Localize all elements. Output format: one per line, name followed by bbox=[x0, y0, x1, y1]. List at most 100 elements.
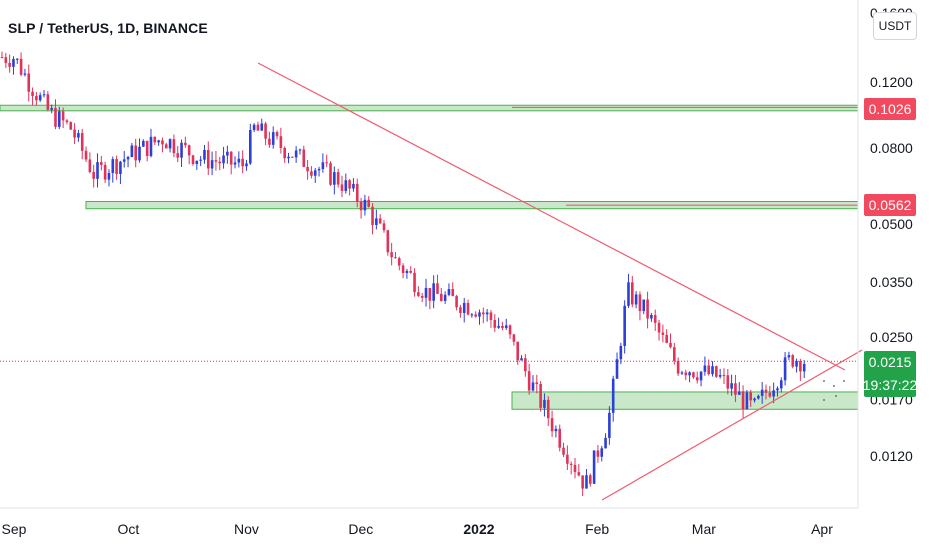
bearish-candle[interactable] bbox=[256, 124, 260, 131]
bullish-candle[interactable] bbox=[122, 159, 126, 162]
bullish-candle[interactable] bbox=[680, 372, 684, 374]
bearish-candle[interactable] bbox=[401, 265, 405, 274]
bullish-candle[interactable] bbox=[604, 437, 607, 449]
bearish-candle[interactable] bbox=[84, 150, 88, 160]
bullish-candle[interactable] bbox=[237, 158, 241, 163]
bearish-candle[interactable] bbox=[673, 347, 676, 361]
bullish-candle[interactable] bbox=[23, 73, 27, 75]
bullish-candle[interactable] bbox=[352, 183, 355, 189]
bullish-candle[interactable] bbox=[157, 140, 160, 143]
bearish-candle[interactable] bbox=[676, 360, 680, 374]
bearish-candle[interactable] bbox=[657, 322, 661, 333]
bullish-candle[interactable] bbox=[485, 312, 489, 315]
bearish-candle[interactable] bbox=[420, 295, 424, 298]
bullish-candle[interactable] bbox=[745, 392, 749, 410]
bearish-candle[interactable] bbox=[631, 282, 634, 305]
bullish-candle[interactable] bbox=[554, 428, 558, 432]
bullish-candle[interactable] bbox=[757, 395, 760, 399]
bearish-candle[interactable] bbox=[524, 358, 527, 372]
bullish-candle[interactable] bbox=[317, 168, 321, 171]
bearish-candle[interactable] bbox=[397, 258, 401, 266]
bearish-candle[interactable] bbox=[749, 392, 753, 401]
bearish-candle[interactable] bbox=[417, 292, 420, 296]
bearish-candle[interactable] bbox=[214, 160, 218, 162]
bearish-candle[interactable] bbox=[646, 299, 649, 319]
bearish-candle[interactable] bbox=[191, 155, 195, 164]
bearish-candle[interactable] bbox=[35, 96, 38, 101]
bearish-candle[interactable] bbox=[80, 133, 84, 151]
bullish-candle[interactable] bbox=[222, 155, 225, 164]
bullish-candle[interactable] bbox=[737, 391, 741, 395]
bullish-candle[interactable] bbox=[619, 345, 623, 360]
bullish-candle[interactable] bbox=[168, 139, 172, 149]
bearish-candle[interactable] bbox=[283, 147, 286, 159]
bearish-candle[interactable] bbox=[27, 73, 31, 92]
bullish-candle[interactable] bbox=[287, 156, 290, 159]
bullish-candle[interactable] bbox=[50, 108, 53, 110]
bearish-candle[interactable] bbox=[336, 172, 340, 185]
bearish-candle[interactable] bbox=[378, 218, 382, 224]
bearish-candle[interactable] bbox=[241, 158, 244, 167]
bearish-candle[interactable] bbox=[218, 161, 222, 164]
bullish-candle[interactable] bbox=[107, 173, 111, 180]
bearish-candle[interactable] bbox=[310, 171, 313, 176]
bearish-candle[interactable] bbox=[768, 392, 772, 397]
bearish-candle[interactable] bbox=[184, 142, 187, 146]
bearish-candle[interactable] bbox=[69, 122, 73, 130]
bullish-candle[interactable] bbox=[776, 388, 779, 391]
bearish-candle[interactable] bbox=[550, 418, 554, 432]
bearish-candle[interactable] bbox=[92, 172, 95, 179]
bullish-candle[interactable] bbox=[344, 180, 348, 191]
bearish-candle[interactable] bbox=[588, 475, 592, 484]
bullish-candle[interactable] bbox=[58, 111, 61, 127]
bearish-candle[interactable] bbox=[4, 57, 8, 63]
bullish-candle[interactable] bbox=[650, 314, 653, 319]
bullish-candle[interactable] bbox=[126, 157, 130, 160]
bullish-candle[interactable] bbox=[313, 170, 317, 176]
bearish-candle[interactable] bbox=[466, 303, 470, 315]
bearish-candle[interactable] bbox=[348, 180, 351, 189]
bearish-candle[interactable] bbox=[54, 108, 57, 127]
bullish-candle[interactable] bbox=[802, 363, 806, 372]
bullish-candle[interactable] bbox=[600, 448, 604, 457]
bullish-candle[interactable] bbox=[779, 380, 783, 389]
bearish-candle[interactable] bbox=[164, 144, 168, 149]
bullish-candle[interactable] bbox=[497, 325, 500, 328]
bearish-candle[interactable] bbox=[61, 111, 65, 121]
bearish-candle[interactable] bbox=[692, 372, 695, 378]
bullish-candle[interactable] bbox=[699, 371, 703, 381]
bearish-candle[interactable] bbox=[489, 312, 493, 321]
bullish-candle[interactable] bbox=[478, 312, 481, 317]
bullish-candle[interactable] bbox=[760, 389, 764, 396]
bullish-candle[interactable] bbox=[111, 159, 115, 174]
bullish-candle[interactable] bbox=[730, 383, 733, 389]
bearish-candle[interactable] bbox=[539, 383, 542, 408]
bearish-candle[interactable] bbox=[176, 153, 180, 158]
bearish-candle[interactable] bbox=[187, 145, 191, 156]
bearish-candle[interactable] bbox=[764, 389, 768, 393]
bearish-candle[interactable] bbox=[546, 399, 550, 419]
bearish-candle[interactable] bbox=[508, 325, 512, 335]
bullish-candle[interactable] bbox=[520, 358, 523, 361]
bullish-candle[interactable] bbox=[15, 58, 19, 60]
bullish-candle[interactable] bbox=[405, 270, 409, 274]
bullish-candle[interactable] bbox=[199, 159, 202, 161]
bullish-candle[interactable] bbox=[634, 294, 638, 305]
bearish-candle[interactable] bbox=[558, 428, 562, 448]
bearish-candle[interactable] bbox=[527, 371, 531, 391]
bearish-candle[interactable] bbox=[355, 183, 359, 202]
bullish-candle[interactable] bbox=[531, 382, 535, 391]
bearish-candle[interactable] bbox=[268, 138, 271, 145]
bullish-candle[interactable] bbox=[77, 133, 80, 138]
bearish-candle[interactable] bbox=[329, 163, 332, 185]
bearish-candle[interactable] bbox=[413, 272, 416, 293]
bullish-candle[interactable] bbox=[443, 294, 447, 301]
bullish-candle[interactable] bbox=[642, 299, 646, 312]
bearish-candle[interactable] bbox=[65, 120, 69, 123]
bearish-candle[interactable] bbox=[115, 159, 118, 174]
bearish-candle[interactable] bbox=[661, 332, 665, 335]
bullish-candle[interactable] bbox=[504, 325, 508, 329]
bearish-candle[interactable] bbox=[581, 475, 584, 489]
ascending-trendline[interactable] bbox=[601, 349, 863, 501]
